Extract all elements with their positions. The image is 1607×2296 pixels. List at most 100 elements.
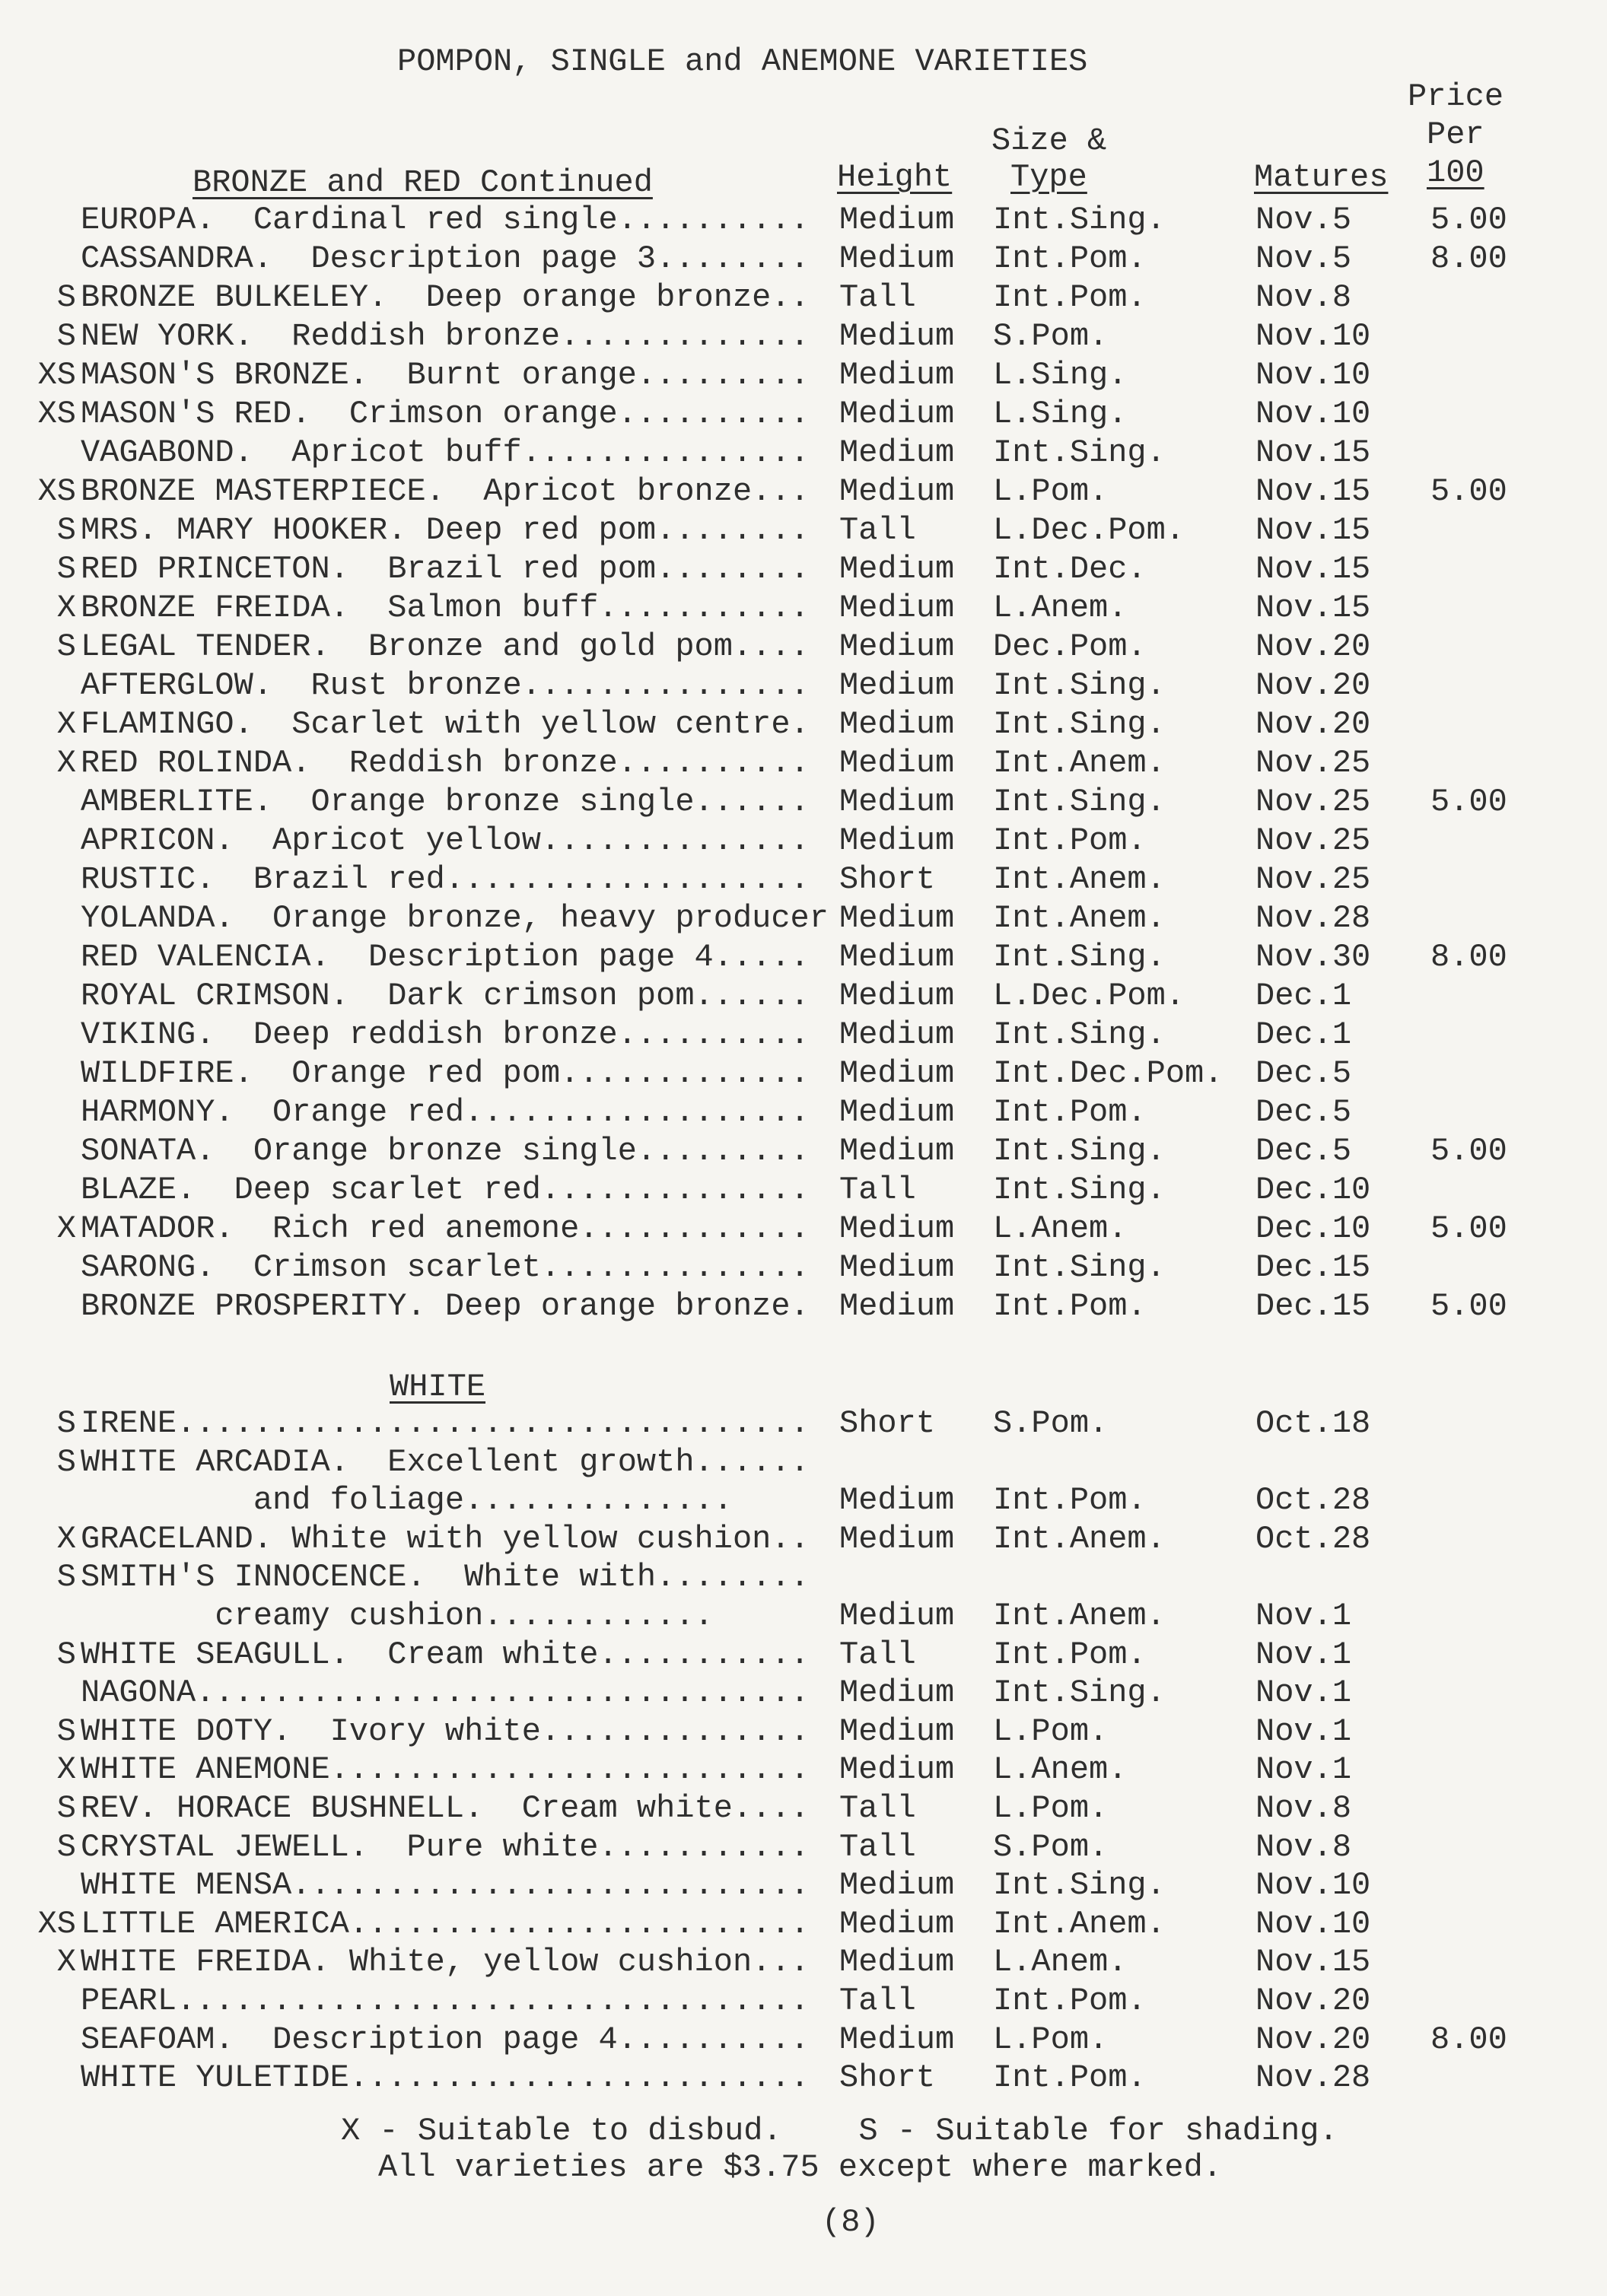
table-row: EUROPA. Cardinal red single.......... Med… [0, 201, 1607, 239]
variety-flag: S [56, 1828, 76, 1865]
variety-type: L.Anem. [993, 1944, 1128, 1981]
variety-height: Medium [839, 939, 955, 975]
variety-type: L.Pom. [993, 473, 1109, 510]
variety-type: L.Sing. [993, 396, 1128, 432]
variety-type: Int.Sing. [993, 784, 1166, 820]
table-row: S MRS. MARY HOOKER. Deep red pom........ T… [0, 511, 1607, 549]
variety-name: GRACELAND. White with yellow cushion.. [81, 1520, 810, 1557]
variety-height: Medium [839, 1288, 955, 1324]
variety-type: S.Pom. [993, 1405, 1109, 1442]
table-row: XS LITTLE AMERICA........................… [0, 1905, 1607, 1943]
variety-name: YOLANDA. Orange bronze, heavy producer [81, 900, 829, 937]
variety-height: Medium [839, 1712, 955, 1750]
variety-type: Int.Pom. [993, 1636, 1147, 1673]
variety-matures: Nov.15 [1255, 434, 1371, 471]
variety-matures: Nov.15 [1255, 590, 1371, 626]
variety-height: Tall [839, 1172, 916, 1208]
table-row: WILDFIRE. Orange red pom............. Med… [0, 1054, 1607, 1092]
table-row: S WHITE ARCADIA. Excellent growth...... [0, 1443, 1607, 1481]
table-row: BRONZE PROSPERITY. Deep orange bronze. Me… [0, 1287, 1607, 1325]
variety-type: Int.Sing. [993, 1016, 1166, 1053]
variety-height: Medium [839, 2021, 955, 2058]
table-row: S BRONZE BULKELEY. Deep orange bronze.. Ta… [0, 278, 1607, 316]
variety-flag: S [56, 279, 76, 316]
variety-matures: Nov.28 [1255, 900, 1371, 937]
variety-name: CRYSTAL JEWELL. Pure white........... [81, 1828, 810, 1865]
variety-height: Medium [839, 822, 955, 859]
variety-type: S.Pom. [993, 1828, 1109, 1865]
variety-name: AMBERLITE. Orange bronze single...... [81, 784, 810, 820]
variety-matures: Nov.1 [1255, 1674, 1352, 1712]
table-row: X FLAMINGO. Scarlet with yellow centre. Me… [0, 705, 1607, 743]
page-number: (8) [822, 2204, 880, 2240]
variety-type: Int.Sing. [993, 202, 1166, 238]
variety-height: Medium [839, 1905, 955, 1942]
variety-matures: Nov.5 [1255, 240, 1352, 277]
variety-type: Int.Pom. [993, 1094, 1147, 1131]
variety-matures: Nov.15 [1255, 551, 1371, 587]
variety-type: L.Anem. [993, 1751, 1128, 1789]
variety-matures: Nov.20 [1255, 1983, 1371, 2019]
variety-flag: X [56, 1944, 76, 1981]
variety-type: Int.Anem. [993, 1905, 1166, 1942]
variety-name: MATADOR. Rich red anemone............ [81, 1210, 810, 1247]
variety-flag: S [56, 1443, 76, 1480]
variety-type: Int.Pom. [993, 240, 1147, 277]
variety-height: Medium [839, 202, 955, 238]
variety-price: 5.00 [1430, 1133, 1507, 1169]
variety-matures: Oct.18 [1255, 1405, 1371, 1442]
table-row: X WHITE ANEMONE......................... M… [0, 1751, 1607, 1789]
variety-height: Medium [839, 667, 955, 704]
variety-type: Int.Sing. [993, 1249, 1166, 1286]
variety-name: FLAMINGO. Scarlet with yellow centre. [81, 706, 810, 743]
variety-height: Tall [839, 279, 916, 316]
variety-height: Tall [839, 1790, 916, 1827]
table-row: SONATA. Orange bronze single......... Med… [0, 1132, 1607, 1170]
variety-matures: Nov.20 [1255, 706, 1371, 743]
variety-type: Int.Pom. [993, 1983, 1147, 2019]
matures-header: Matures [1254, 159, 1389, 196]
variety-flag: S [56, 1636, 76, 1673]
table-row: X MATADOR. Rich red anemone............ Me… [0, 1210, 1607, 1248]
variety-height: Medium [839, 434, 955, 471]
variety-flag: X [56, 745, 76, 781]
variety-matures: Dec.15 [1255, 1288, 1371, 1324]
variety-price: 5.00 [1430, 202, 1507, 238]
variety-name: SARONG. Crimson scarlet.............. [81, 1249, 810, 1286]
variety-name: BLAZE. Deep scarlet red.............. [81, 1172, 810, 1208]
variety-height: Medium [839, 1751, 955, 1789]
variety-matures: Nov.1 [1255, 1712, 1352, 1750]
variety-type: L.Sing. [993, 357, 1128, 393]
table-row: XS MASON'S RED. Crimson orange.......... M… [0, 395, 1607, 433]
variety-matures: Dec.10 [1255, 1172, 1371, 1208]
table-row: SARONG. Crimson scarlet.............. Med… [0, 1248, 1607, 1286]
variety-name: RUSTIC. Brazil red................... [81, 861, 810, 898]
variety-type: Int.Dec. [993, 551, 1147, 587]
variety-name: RED VALENCIA. Description page 4..... [81, 939, 810, 975]
variety-height: Medium [839, 1520, 955, 1557]
variety-height: Medium [839, 1867, 955, 1904]
variety-height: Medium [839, 1944, 955, 1981]
variety-matures: Nov.8 [1255, 1790, 1352, 1827]
variety-type: L.Dec.Pom. [993, 978, 1185, 1014]
table-row: XS MASON'S BRONZE. Burnt orange......... M… [0, 356, 1607, 394]
variety-type: Int.Pom. [993, 1482, 1147, 1519]
variety-height: Medium [839, 590, 955, 626]
variety-name: WHITE ARCADIA. Excellent growth...... [81, 1443, 810, 1480]
variety-matures: Nov.10 [1255, 357, 1371, 393]
variety-name-continued: creamy cushion............ [81, 1598, 714, 1634]
table-row: S WHITE SEAGULL. Cream white........... Ta… [0, 1636, 1607, 1674]
variety-price: 5.00 [1430, 784, 1507, 820]
variety-price: 8.00 [1430, 939, 1507, 975]
variety-type: Int.Sing. [993, 1133, 1166, 1169]
variety-name: WHITE ANEMONE......................... [81, 1751, 810, 1789]
variety-type: Int.Sing. [993, 1867, 1166, 1904]
variety-name-continued: and foliage.............. [81, 1482, 733, 1519]
variety-height: Medium [839, 357, 955, 393]
variety-height: Medium [839, 318, 955, 355]
variety-matures: Nov.10 [1255, 396, 1371, 432]
table-row: X BRONZE FREIDA. Salmon buff........... Me… [0, 589, 1607, 627]
variety-flag: XS [37, 357, 76, 393]
variety-matures: Oct.28 [1255, 1482, 1371, 1519]
variety-height: Medium [839, 1016, 955, 1053]
